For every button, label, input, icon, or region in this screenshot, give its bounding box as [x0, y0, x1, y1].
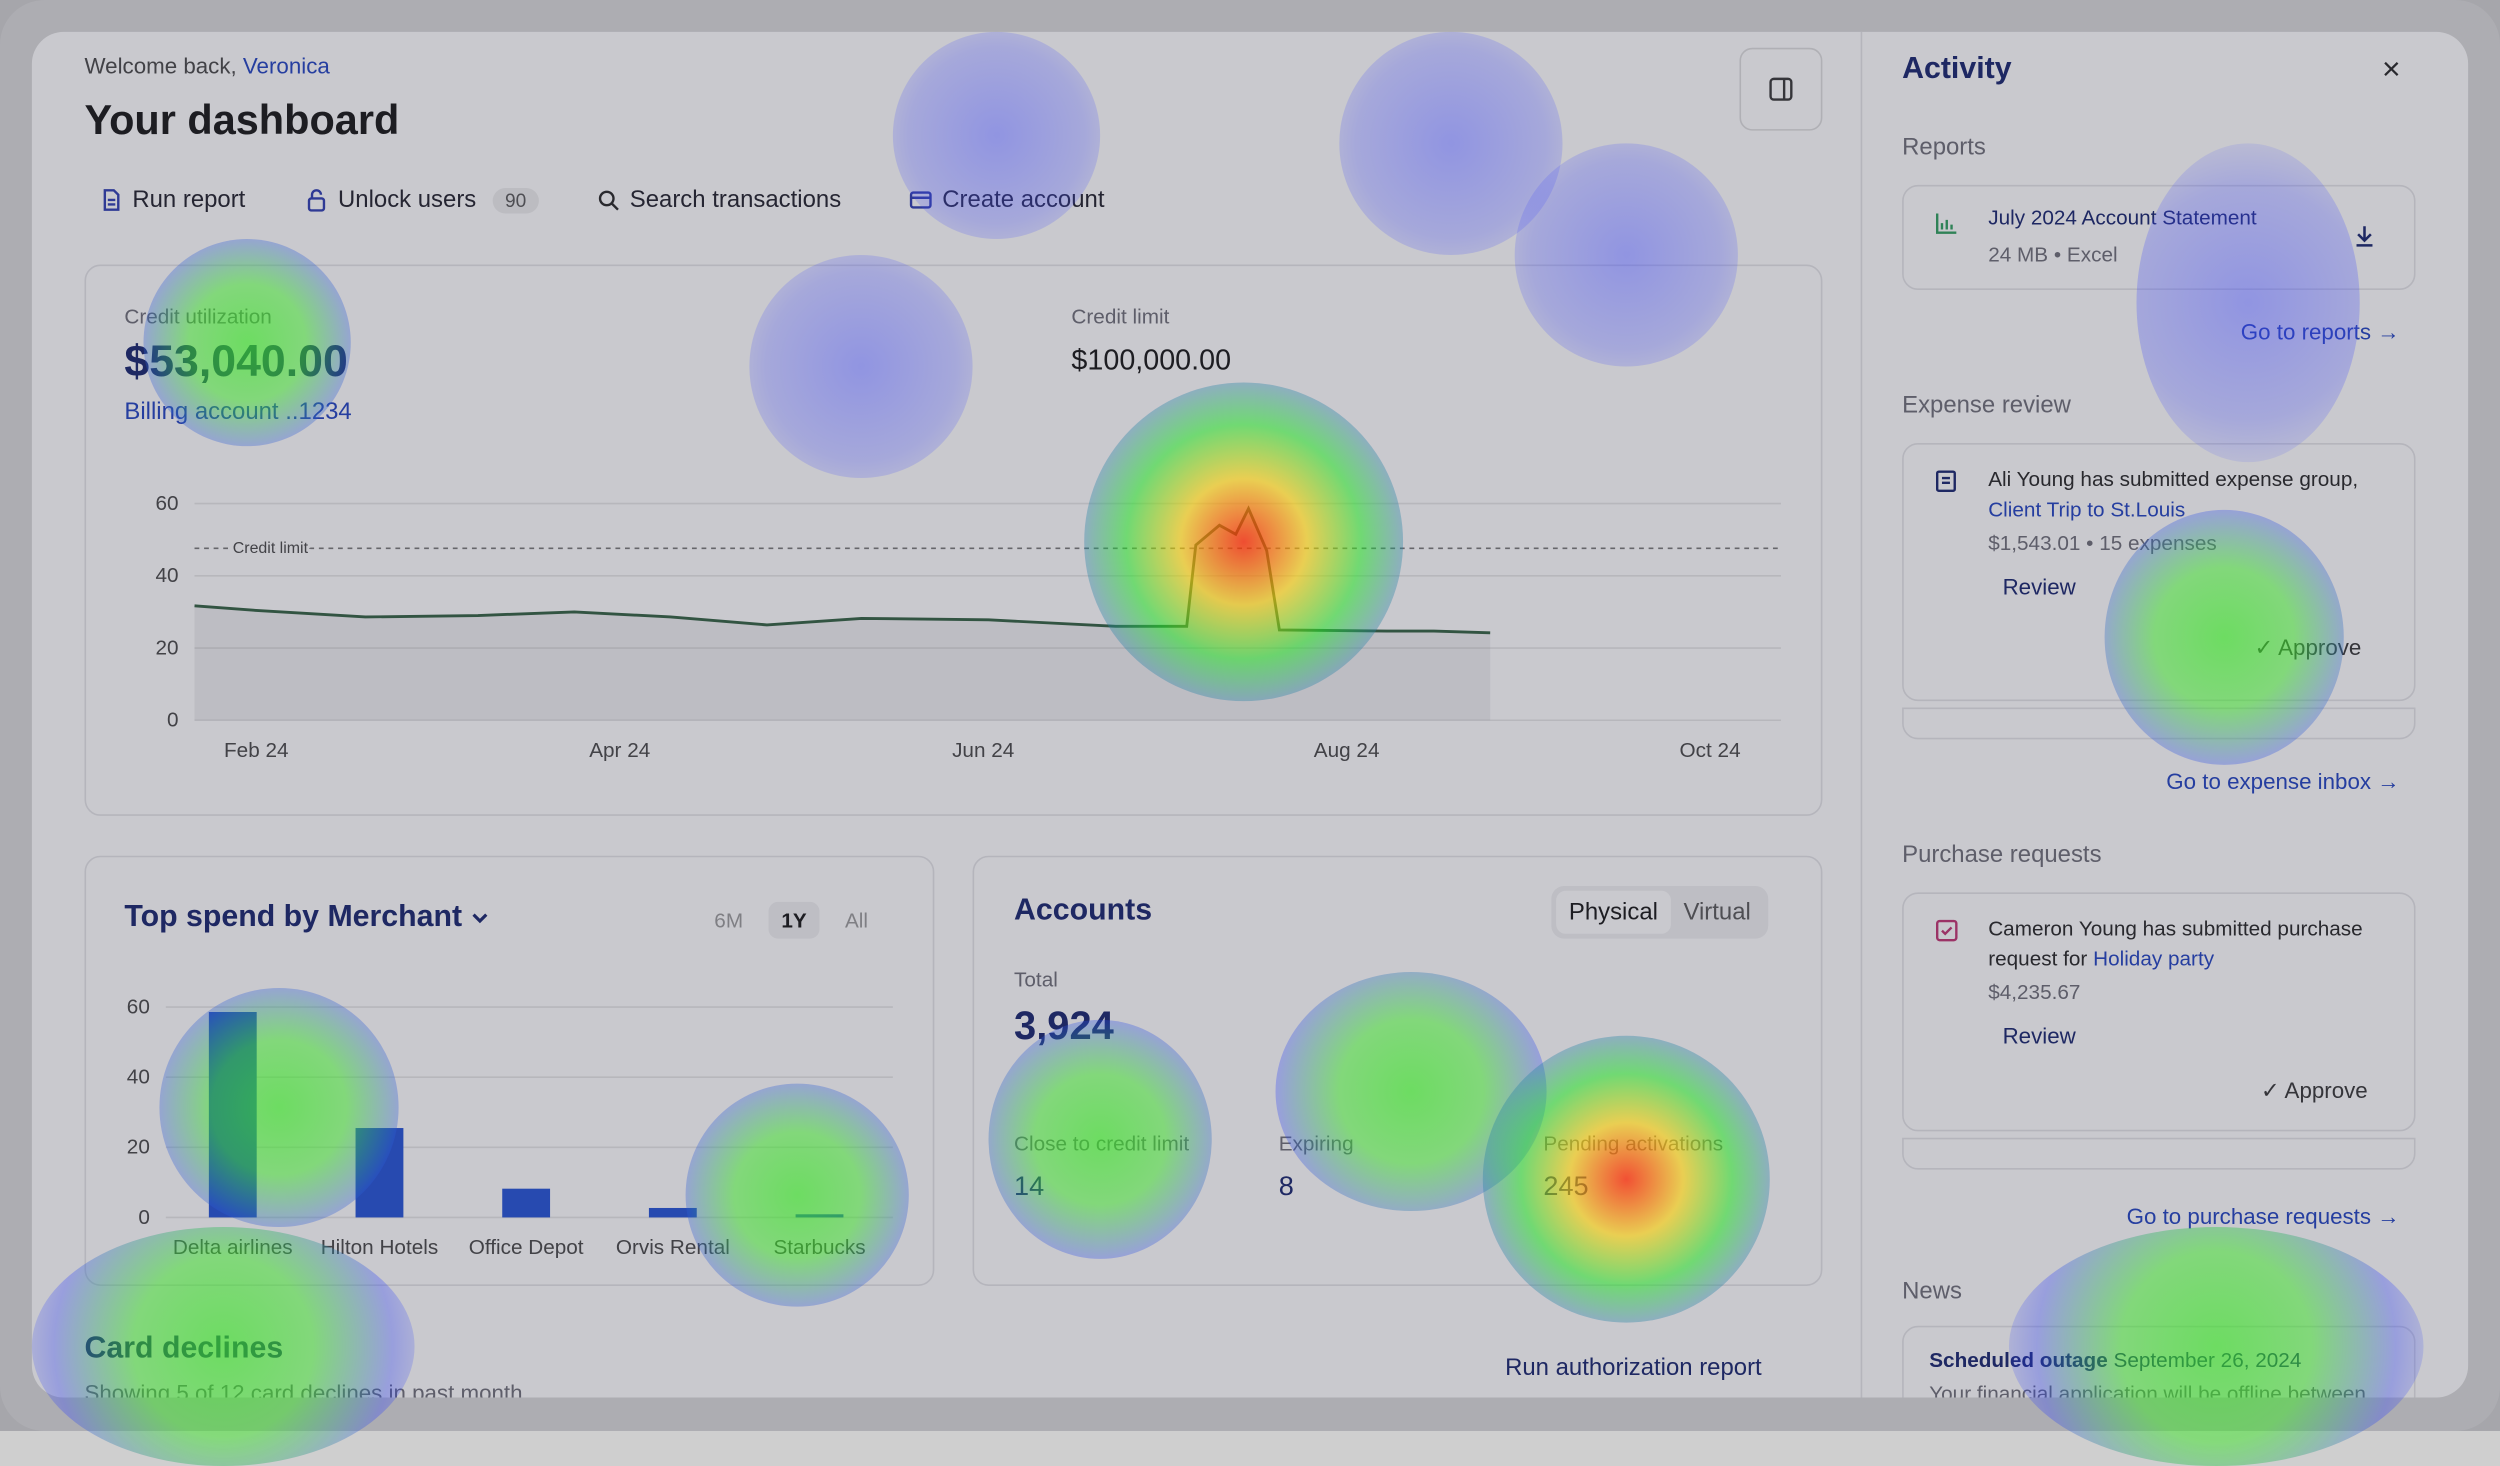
- expense-link[interactable]: Go to expense inbox →: [2166, 768, 2400, 794]
- download-icon[interactable]: [2352, 223, 2378, 248]
- section-heading: Expense review: [1902, 392, 2071, 420]
- icon: [909, 191, 932, 209]
- line-area: [194, 508, 1491, 721]
- range-tab[interactable]: 6M: [714, 908, 744, 933]
- credit-limit: $100,000.00: [1071, 344, 1232, 377]
- badge: 90: [492, 187, 540, 213]
- divider: [1860, 31, 1863, 1398]
- bar: [502, 1188, 551, 1218]
- approve-label: Approve: [2284, 1077, 2368, 1103]
- page-title: Your dashboard: [84, 95, 400, 144]
- report-name[interactable]: July 2024 Account Statement: [1988, 205, 2257, 230]
- target-link[interactable]: Holiday party: [2093, 946, 2215, 971]
- action-create-account[interactable]: Create account: [909, 186, 1105, 214]
- label: Total: [1014, 967, 1058, 992]
- greeting: Welcome back, Veronica: [85, 53, 330, 78]
- charts-layer: 0 20 40 60 Feb 24 Apr 24 Jun 24 Aug 24 Oct 24 Cre…: [127, 492, 1781, 1259]
- y-tick-label: 20: [127, 1136, 150, 1159]
- x-tick-label: Orvis Rental: [616, 1236, 730, 1259]
- purchase-text: Cameron Young has submitted purchase req…: [1988, 913, 2403, 974]
- bar: [795, 1214, 844, 1218]
- report-card: [1902, 184, 2416, 291]
- text: Ali Young has submitted expense group,: [1988, 466, 2359, 491]
- x-tick-label: Jun 24: [952, 739, 1014, 762]
- range-tab[interactable]: All: [844, 908, 869, 933]
- text: Cameron Young has submitted purchase req…: [1988, 916, 2363, 971]
- icon: [307, 189, 326, 212]
- range-tab[interactable]: 1Y: [768, 901, 820, 939]
- approve-button[interactable]: ✓ Approve: [2260, 1077, 2368, 1103]
- x-tick-label: Feb 24: [224, 739, 289, 762]
- panel-toggle[interactable]: [1739, 47, 1823, 131]
- x-tick-label: Apr 24: [589, 739, 650, 762]
- section-heading: Reports: [1902, 133, 1986, 161]
- x-tick-label: Aug 24: [1314, 739, 1380, 762]
- report-icon: [1936, 213, 1957, 234]
- icon: [598, 190, 619, 211]
- tab-active[interactable]: Physical: [1556, 890, 1671, 934]
- x-tick-label: Starbucks: [773, 1236, 865, 1259]
- purchase-link[interactable]: Go to purchase requests →: [2126, 1203, 2400, 1229]
- section-heading: News: [1902, 1277, 1962, 1306]
- title-text: Top spend by Merchant: [124, 900, 463, 934]
- y-tick-label: 60: [156, 492, 179, 515]
- bar: [208, 1012, 257, 1218]
- y-tick-label: 0: [167, 709, 179, 732]
- bar: [355, 1128, 404, 1218]
- x-tick-label: Delta airlines: [173, 1236, 293, 1259]
- y-tick-label: 40: [127, 1066, 150, 1089]
- y-tick-label: 0: [138, 1206, 150, 1229]
- x-tick-label: Oct 24: [1680, 739, 1741, 762]
- action-search[interactable]: Search transactions: [596, 186, 842, 214]
- user-name: Veronica: [242, 52, 330, 79]
- y-tick-label: 40: [156, 564, 179, 587]
- bar: [648, 1207, 697, 1218]
- credit-card: [84, 264, 1823, 816]
- action-run-report[interactable]: Run report: [99, 186, 246, 214]
- chevron: [472, 913, 488, 924]
- x-tick-label: Hilton Hotels: [321, 1236, 439, 1259]
- purchase-icon: [1936, 919, 1958, 942]
- report-meta: 24 MB • Excel: [1988, 242, 2118, 267]
- greeting-text: Welcome back,: [84, 52, 237, 79]
- action-label: Create account: [942, 186, 1105, 214]
- range-tabs: 6M 1Y All: [702, 901, 881, 939]
- line-series: [194, 505, 1491, 635]
- merchant-title[interactable]: Top spend by Merchant: [124, 900, 489, 935]
- section-heading: Purchase requests: [1902, 841, 2102, 869]
- review-button[interactable]: Review: [2002, 1023, 2076, 1049]
- icon: [103, 189, 120, 211]
- y-tick-label: 60: [127, 995, 150, 1018]
- close-button[interactable]: ×: [2382, 52, 2401, 88]
- y-tick-label: 20: [156, 636, 179, 659]
- purchase-card: [1902, 892, 2416, 1132]
- purchase-meta: $4,235.67: [1988, 980, 2081, 1004]
- x-tick-label: Office Depot: [469, 1236, 584, 1259]
- accounts-title: Accounts: [1014, 893, 1153, 928]
- label: Credit limit: [1071, 304, 1170, 329]
- expense-icon: [1936, 470, 1956, 492]
- action-unlock-users[interactable]: Unlock users 90: [305, 186, 540, 214]
- stack-edge: [1902, 1137, 2416, 1170]
- account-tabs: Physical Virtual: [1551, 885, 1769, 939]
- panel-icon: [1769, 77, 1793, 101]
- action-label: Search transactions: [629, 186, 842, 214]
- activity-title: Activity: [1902, 52, 2012, 87]
- tab[interactable]: Virtual: [1683, 898, 1751, 926]
- app: Welcome back, Veronica Your dashboard Ru…: [31, 31, 2469, 1398]
- authorization-report-link[interactable]: Run authorization report: [1505, 1354, 1762, 1382]
- credit-limit-label: Credit limit: [233, 540, 309, 557]
- reports-link[interactable]: Go to reports →: [2240, 318, 2400, 345]
- action-label: Run report: [132, 186, 246, 214]
- action-label: Unlock users: [338, 186, 477, 214]
- review-button[interactable]: Review: [2002, 573, 2076, 600]
